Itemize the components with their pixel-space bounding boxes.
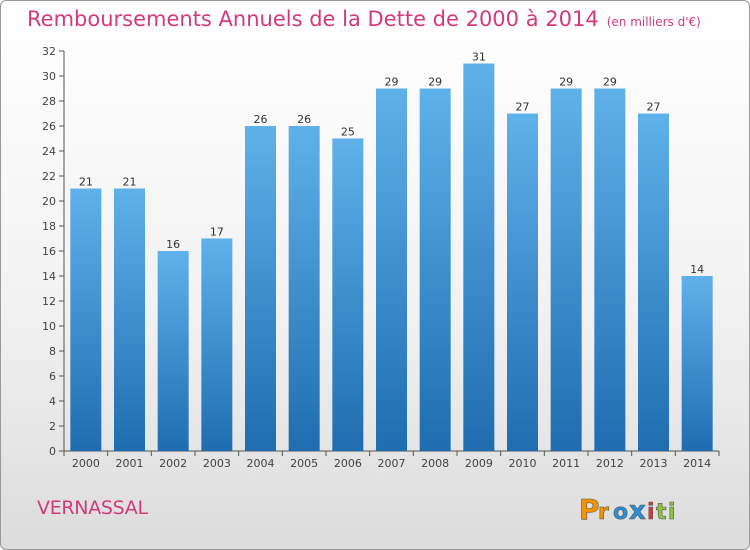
- bar: [550, 88, 582, 451]
- commune-name: VERNASSAL: [37, 497, 148, 519]
- x-tick-label: 2005: [290, 457, 318, 470]
- bar: [463, 63, 495, 451]
- bar-value-label: 14: [690, 263, 704, 276]
- x-tick-label: 2004: [247, 457, 275, 470]
- bar: [594, 88, 626, 451]
- bar: [201, 238, 233, 451]
- bar: [288, 126, 320, 451]
- x-tick-label: 2010: [509, 457, 537, 470]
- x-tick-label: 2009: [465, 457, 493, 470]
- logo-letter: t: [656, 500, 667, 525]
- logo-letter: r: [598, 500, 609, 525]
- x-tick-label: 2013: [640, 457, 668, 470]
- x-tick-label: 2014: [683, 457, 711, 470]
- x-tick-label: 2006: [334, 457, 362, 470]
- bar-value-label: 27: [647, 101, 661, 114]
- bar-value-label: 29: [385, 76, 399, 89]
- y-tick-label: 8: [49, 345, 56, 358]
- bar: [507, 113, 538, 451]
- y-tick-label: 6: [49, 370, 56, 383]
- bar-value-label: 26: [254, 113, 268, 126]
- y-tick-label: 30: [42, 70, 56, 83]
- bar: [332, 138, 364, 451]
- logo-letter: o: [613, 500, 628, 525]
- y-tick-label: 16: [42, 245, 56, 258]
- x-tick-label: 2008: [421, 457, 449, 470]
- bar: [70, 188, 102, 451]
- logo-letter: P: [579, 493, 600, 526]
- y-tick-label: 18: [42, 220, 56, 233]
- bar: [681, 276, 713, 451]
- logo-letter: i: [647, 500, 655, 525]
- y-tick-label: 22: [42, 170, 56, 183]
- bar: [638, 113, 669, 451]
- chart-unit: (en milliers d'€): [606, 15, 701, 29]
- bar-value-label: 29: [428, 76, 442, 89]
- x-tick-label: 2000: [72, 457, 100, 470]
- bar-value-label: 29: [559, 76, 573, 89]
- logo-letter: x: [629, 496, 646, 526]
- y-tick-label: 28: [42, 95, 56, 108]
- x-tick-label: 2001: [116, 457, 144, 470]
- y-tick-label: 2: [49, 420, 56, 433]
- bar-value-label: 16: [166, 238, 180, 251]
- y-tick-label: 10: [42, 320, 56, 333]
- y-tick-label: 20: [42, 195, 56, 208]
- y-tick-label: 4: [49, 395, 56, 408]
- x-tick-label: 2012: [596, 457, 624, 470]
- y-tick-label: 32: [42, 45, 56, 58]
- x-tick-label: 2011: [552, 457, 580, 470]
- proxiti-logo-image: Pr o x i t i: [579, 493, 676, 527]
- bar-value-label: 26: [297, 113, 311, 126]
- bar-value-label: 17: [210, 226, 224, 239]
- bar-value-label: 21: [79, 176, 93, 189]
- x-tick-label: 2007: [378, 457, 406, 470]
- x-tick-label: 2002: [159, 457, 187, 470]
- bar: [419, 88, 451, 451]
- y-tick-label: 24: [42, 145, 56, 158]
- chart-title-text: Remboursements Annuels de la Dette de 20…: [27, 7, 599, 31]
- bar-value-label: 27: [516, 101, 530, 114]
- y-tick-label: 14: [42, 270, 56, 283]
- bar-value-label: 25: [341, 126, 355, 139]
- bar: [245, 126, 276, 451]
- bar-value-label: 31: [472, 51, 486, 64]
- bar: [157, 251, 189, 451]
- x-tick-label: 2003: [203, 457, 231, 470]
- y-tick-label: 0: [49, 445, 56, 458]
- logo-letter: i: [668, 500, 676, 525]
- y-tick-label: 12: [42, 295, 56, 308]
- bar-value-label: 21: [123, 176, 137, 189]
- bar: [114, 188, 145, 451]
- bar: [376, 88, 407, 451]
- y-tick-label: 26: [42, 120, 56, 133]
- chart-title: Remboursements Annuels de la Dette de 20…: [27, 7, 701, 31]
- bar-value-label: 29: [603, 76, 617, 89]
